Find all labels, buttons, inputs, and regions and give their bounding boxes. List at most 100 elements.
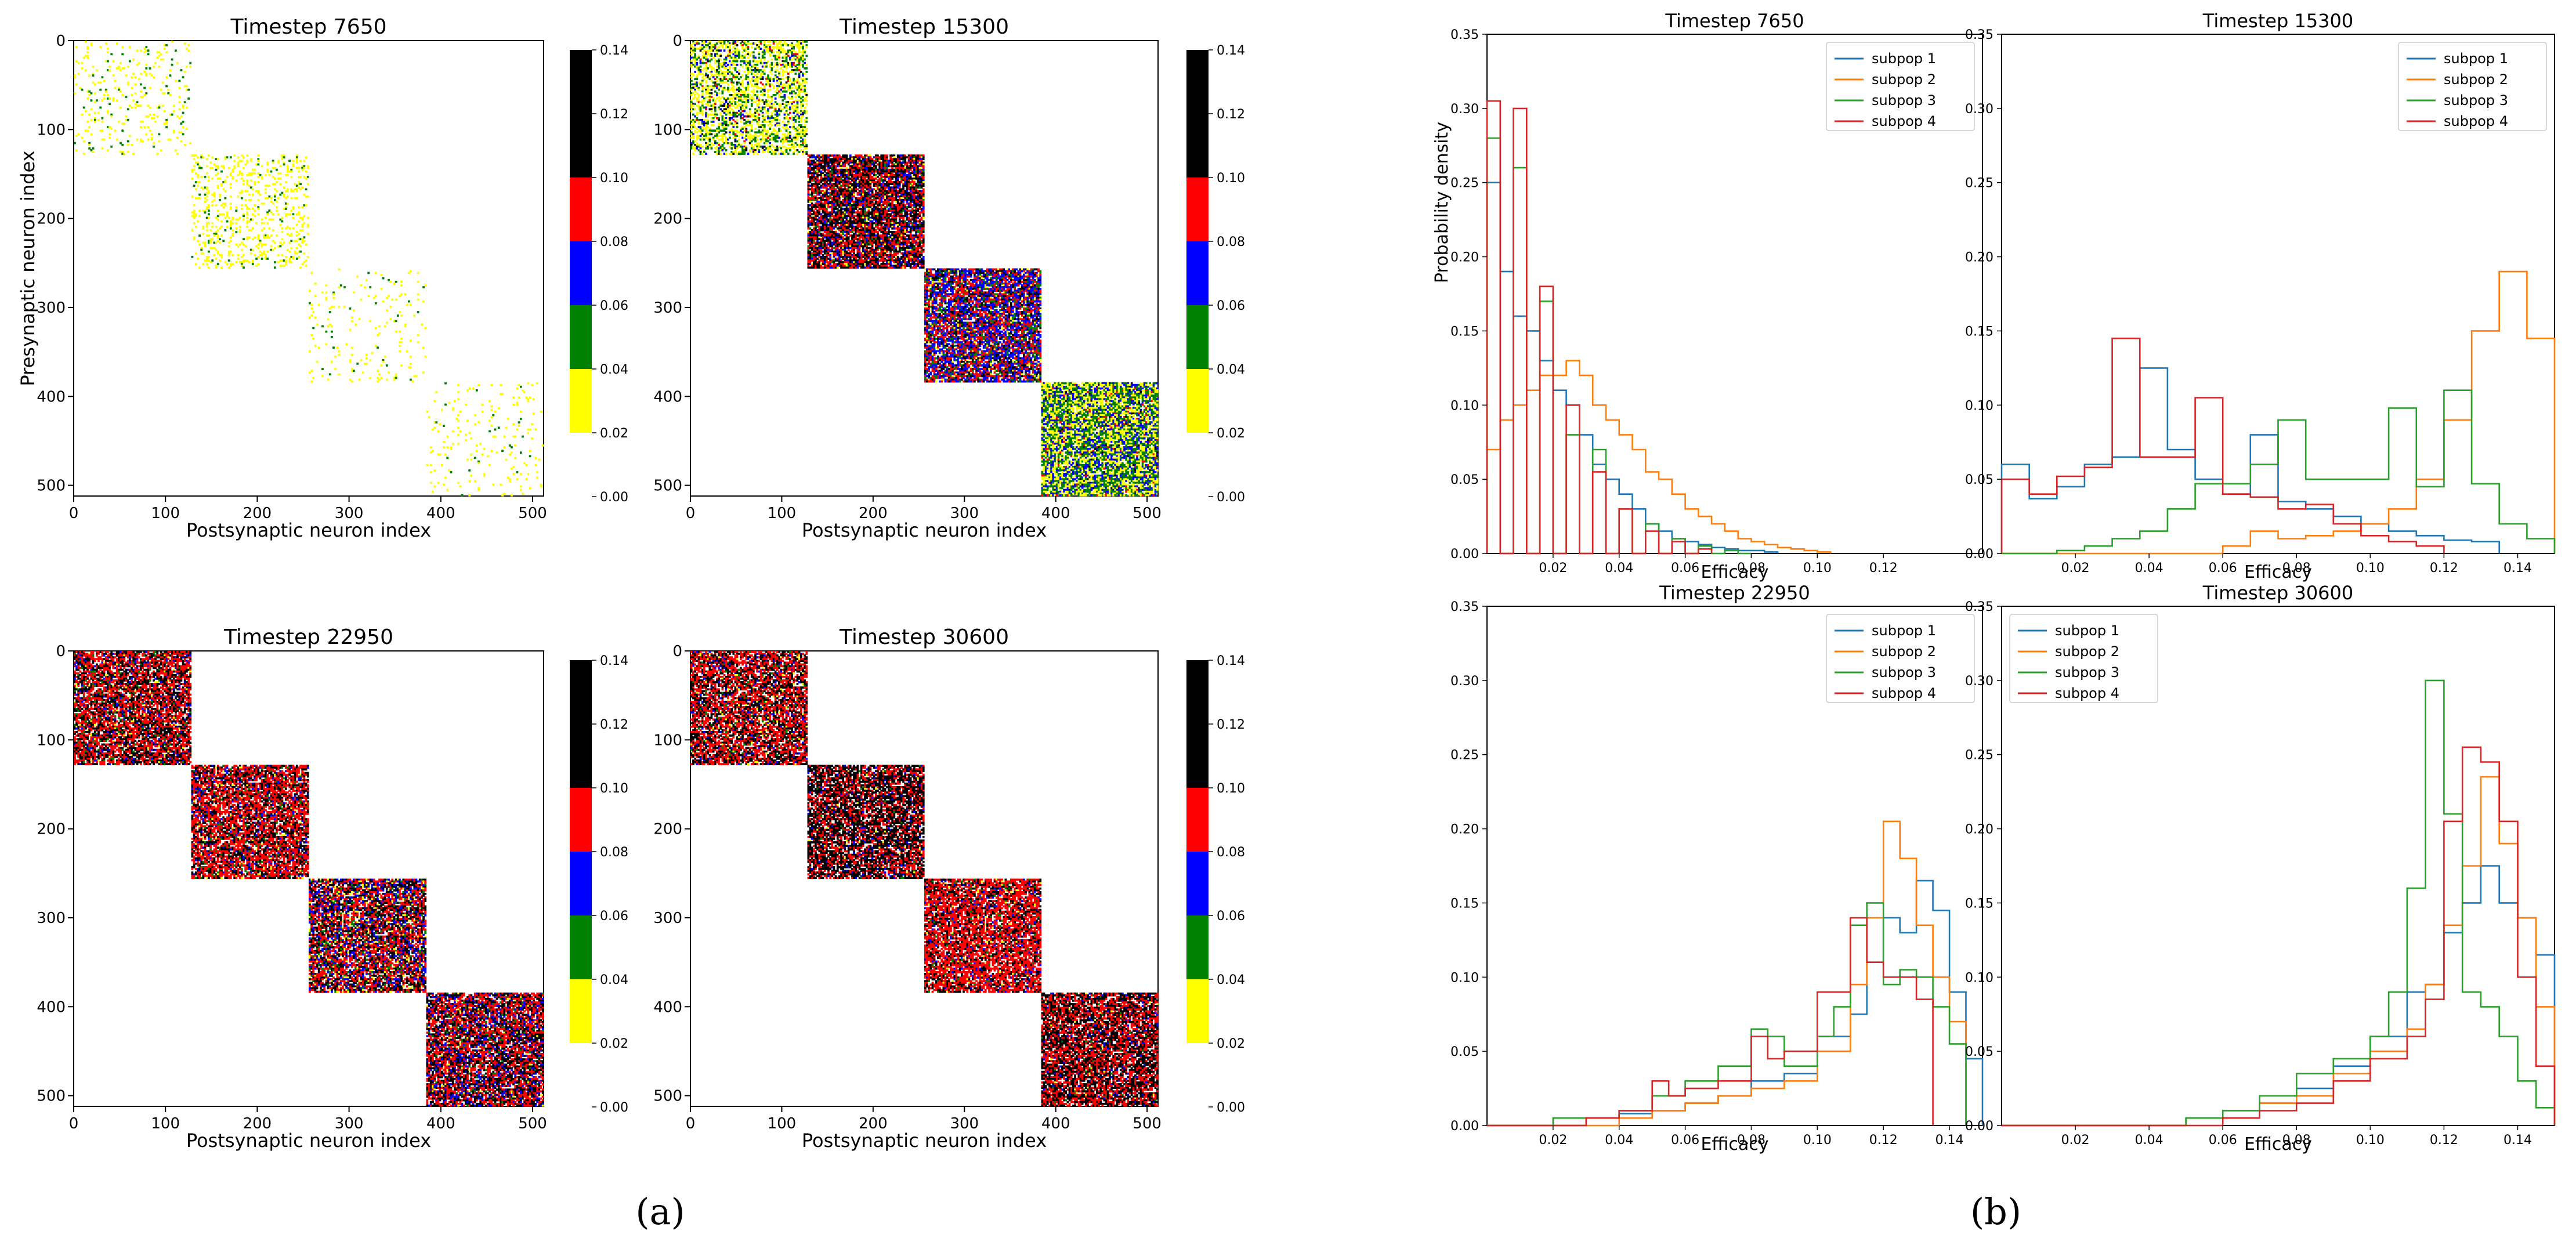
heatmap-cell [198,209,201,212]
heatmap-cell [325,284,328,287]
heatmap-cell [140,104,142,107]
heatmap-cell [120,91,122,93]
heatmap-cell [134,92,136,95]
heatmap-cell [96,69,98,71]
heatmap-cell [299,189,302,191]
heatmap-cell [244,164,247,166]
heatmap-cell [129,135,131,137]
heatmap-cell [237,254,240,256]
heatmap-cell [287,190,289,193]
heatmap-cell [290,234,292,237]
heatmap-cell [366,279,368,281]
heatmap-cell [211,222,214,225]
heatmap-cell [195,263,197,265]
heatmap-cell [305,189,307,191]
heatmap-cell [121,53,124,56]
heatmap-cell [202,227,205,230]
heatmap-cell [241,204,243,207]
heatmap-cell [206,172,208,175]
heatmap-cell [226,226,229,228]
heatmap-cell [248,194,251,196]
heatmap-cell [225,190,227,193]
heatmap-cell [91,133,93,136]
heatmap-cell [153,117,155,120]
heatmap-cell [158,66,161,68]
heatmap-cell [281,158,284,160]
heatmap-cell [250,179,252,182]
heatmap-cell [171,114,173,116]
heatmap-cell [222,167,225,169]
heatmap-cell [290,171,292,173]
heatmap-cell [215,169,218,171]
figure: 0 100 200 300 400 5000100200300400500Timestep… [0,0,2576,1245]
heatmap-cell [182,126,184,128]
heatmap-cell [198,194,201,196]
heatmap-cell [173,131,175,133]
heatmap-cell [272,162,274,164]
heatmap-cell [162,59,164,61]
heatmap-cell [410,304,412,306]
heatmap-cell [310,304,313,306]
heatmap-cell [220,234,223,237]
heatmap-cell [222,213,225,215]
heatmap-cell [160,149,162,151]
heatmap-cell [296,234,298,237]
heatmap-cell [131,76,133,78]
heatmap-cell [285,197,287,200]
heatmap-cell [149,87,151,89]
heatmap-cell [265,244,267,246]
heatmap-cell [283,265,285,267]
heatmap-cell [189,62,191,64]
heatmap-cell [180,122,183,125]
heatmap-cell [263,222,265,225]
heatmap-cell [202,263,205,265]
heatmap-cell [369,286,371,288]
heatmap-cell [134,76,136,78]
heatmap-cell [257,181,259,183]
heatmap-cell [228,242,230,244]
heatmap-cell [184,71,186,73]
heatmap-cell [219,242,221,244]
heatmap-cell [178,96,180,98]
heatmap-cell [193,184,196,187]
heatmap-cell [138,78,140,80]
heatmap-cell [276,190,278,193]
heatmap-cell [74,76,76,78]
heatmap-cell [283,164,285,166]
heatmap-cell [91,108,93,111]
heatmap-cell [233,160,236,162]
heatmap-cell [75,149,78,151]
heatmap-cell [206,158,208,160]
heatmap-cell [265,192,267,194]
heatmap-cell [198,234,201,237]
heatmap-cell [222,240,225,242]
heatmap-cell [230,183,232,185]
heatmap-cell [145,74,147,77]
heatmap-cell [266,251,269,253]
heatmap-cell [83,107,85,109]
heatmap-cell [182,112,184,114]
heatmap-cell [364,286,366,288]
heatmap-cell [107,60,109,63]
heatmap-cell [162,104,164,107]
heatmap-cell [292,217,295,219]
heatmap-cell [103,94,106,96]
heatmap-cell [85,69,87,71]
heatmap-cell [171,59,173,61]
heatmap-cell [149,129,151,132]
heatmap-cell [266,197,269,200]
heatmap-cell [154,62,157,64]
heatmap-cell [178,101,180,103]
heatmap-cell [132,59,135,61]
heatmap-cell [274,183,276,185]
heatmap-cell [200,249,202,251]
heatmap-cell [97,119,100,121]
heatmap-cell [386,297,388,299]
heatmap-cell [86,48,89,50]
heatmap-cell [136,49,139,52]
heatmap-cell [237,245,240,248]
heatmap-cell [108,133,111,136]
heatmap-cell [107,112,109,114]
heatmap-cell [153,66,155,68]
heatmap-cell [131,107,133,109]
